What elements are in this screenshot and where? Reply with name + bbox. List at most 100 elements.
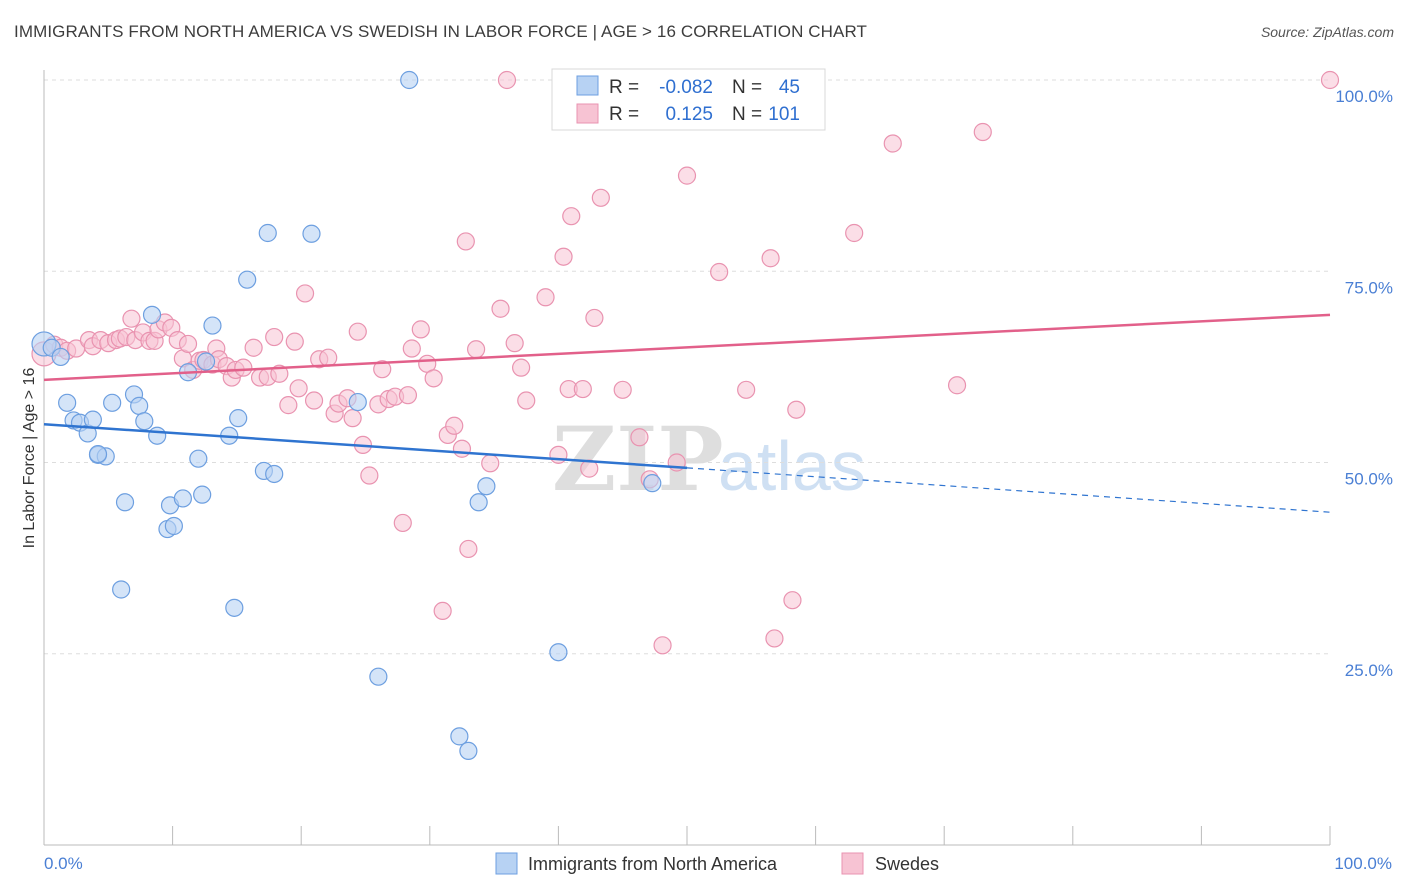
data-point-immigrants xyxy=(103,393,122,412)
data-point-swedes xyxy=(433,601,452,621)
data-point-swedes xyxy=(737,380,756,399)
data-point-swedes xyxy=(393,513,412,533)
data-point-immigrants xyxy=(400,70,419,90)
data-point-swedes xyxy=(424,369,443,388)
data-point-swedes xyxy=(573,379,592,399)
data-point-immigrants xyxy=(58,393,77,412)
data-point-immigrants xyxy=(238,270,257,289)
data-point-swedes xyxy=(947,376,967,395)
data-point-swedes xyxy=(319,348,338,367)
data-point-swedes xyxy=(481,454,500,473)
data-point-immigrants xyxy=(225,598,244,617)
data-point-immigrants xyxy=(130,396,149,415)
data-point-swedes xyxy=(765,629,784,648)
data-point-immigrants xyxy=(302,224,321,243)
data-point-swedes xyxy=(295,284,315,303)
legend-n-value-pink: 101 xyxy=(768,104,800,125)
data-point-swedes xyxy=(1320,70,1340,90)
data-point-swedes xyxy=(761,249,780,268)
data-point-swedes xyxy=(710,262,729,282)
data-point-immigrants xyxy=(51,347,70,367)
legend-swatch-blue xyxy=(576,75,599,96)
data-point-swedes xyxy=(585,308,604,328)
data-point-immigrants xyxy=(369,667,388,686)
legend-r-label-blue: R = xyxy=(609,77,639,98)
data-point-swedes xyxy=(505,334,524,353)
data-point-immigrants xyxy=(112,580,131,599)
source-label: Source: ZipAtlas.com xyxy=(1260,24,1394,40)
y-tick-label: 50.0% xyxy=(1345,470,1393,489)
data-point-swedes xyxy=(883,134,902,153)
legend-n-label-blue: N = xyxy=(732,77,762,98)
data-point-immigrants xyxy=(83,410,102,429)
data-point-swedes xyxy=(562,207,581,226)
trend-line-immigrants-extension xyxy=(686,467,1331,513)
legend-n-label-pink: N = xyxy=(732,104,762,125)
y-tick-labels: 25.0% 50.0% 75.0% 100.0% xyxy=(1335,87,1393,680)
data-point-swedes xyxy=(122,309,141,328)
data-point-swedes xyxy=(783,591,802,610)
data-point-immigrants xyxy=(148,426,167,445)
chart-title: IMMIGRANTS FROM NORTH AMERICA VS SWEDISH… xyxy=(14,22,868,41)
data-point-swedes xyxy=(445,416,464,435)
legend-r-value-pink: 0.125 xyxy=(665,104,713,125)
x-tick-label-max: 100.0% xyxy=(1334,854,1392,873)
legend-r-value-blue: -0.082 xyxy=(659,77,713,98)
data-point-immigrants xyxy=(173,489,192,508)
y-tick-label: 75.0% xyxy=(1345,278,1393,297)
data-point-swedes xyxy=(289,379,308,398)
legend-r-label-pink: R = xyxy=(609,104,639,125)
trend-line-immigrants xyxy=(43,423,688,470)
data-point-swedes xyxy=(411,320,430,339)
data-point-swedes xyxy=(360,466,379,485)
data-point-immigrants xyxy=(196,352,216,371)
data-point-immigrants xyxy=(348,392,367,412)
data-point-swedes xyxy=(402,339,421,358)
data-point-swedes xyxy=(398,386,418,405)
y-tick-label: 25.0% xyxy=(1345,661,1393,680)
legend-box: R = -0.082 N = 45 R = 0.125 N = 101 xyxy=(551,68,826,131)
series-immigrants-points xyxy=(31,70,662,761)
x-axis-ticks xyxy=(172,826,1331,845)
trend-lines xyxy=(43,313,1331,513)
data-point-immigrants xyxy=(142,305,162,324)
data-point-swedes xyxy=(466,340,486,359)
data-point-immigrants xyxy=(115,493,135,512)
data-point-swedes xyxy=(630,428,649,447)
data-point-swedes xyxy=(591,188,610,207)
data-point-swedes xyxy=(244,338,263,357)
y-tick-label: 100.0% xyxy=(1335,87,1393,106)
data-point-immigrants xyxy=(189,449,208,468)
data-point-immigrants xyxy=(450,727,469,746)
legend-n-value-blue: 45 xyxy=(779,77,800,98)
series-swedes-points xyxy=(31,70,1340,655)
data-point-swedes xyxy=(845,223,864,243)
data-point-immigrants xyxy=(459,741,478,761)
data-point-swedes xyxy=(270,364,289,383)
bottom-legend-label-pink: Swedes xyxy=(875,854,939,874)
data-point-swedes xyxy=(491,299,510,318)
watermark-zip: ZIP xyxy=(552,407,724,511)
data-point-swedes xyxy=(452,439,472,458)
data-point-immigrants xyxy=(193,485,212,504)
data-point-immigrants xyxy=(477,477,496,496)
bottom-legend-swatch-pink xyxy=(841,852,864,875)
data-point-immigrants xyxy=(164,516,183,536)
data-point-immigrants xyxy=(88,444,108,464)
data-point-swedes xyxy=(285,332,304,351)
data-point-swedes xyxy=(677,166,697,185)
data-point-swedes xyxy=(348,322,367,341)
data-point-swedes xyxy=(517,391,536,410)
data-point-swedes xyxy=(536,288,555,307)
data-point-swedes xyxy=(234,358,253,377)
y-axis-title: In Labor Force | Age > 16 xyxy=(21,368,38,549)
data-point-swedes xyxy=(343,409,362,428)
data-point-swedes xyxy=(178,334,198,354)
trend-line-swedes xyxy=(43,313,1331,382)
data-point-swedes xyxy=(613,380,632,399)
bottom-legend-label-blue: Immigrants from North America xyxy=(528,854,778,874)
data-point-swedes xyxy=(265,327,284,347)
watermark: ZIP atlas xyxy=(552,407,866,511)
bottom-legend-swatch-blue xyxy=(495,852,518,875)
